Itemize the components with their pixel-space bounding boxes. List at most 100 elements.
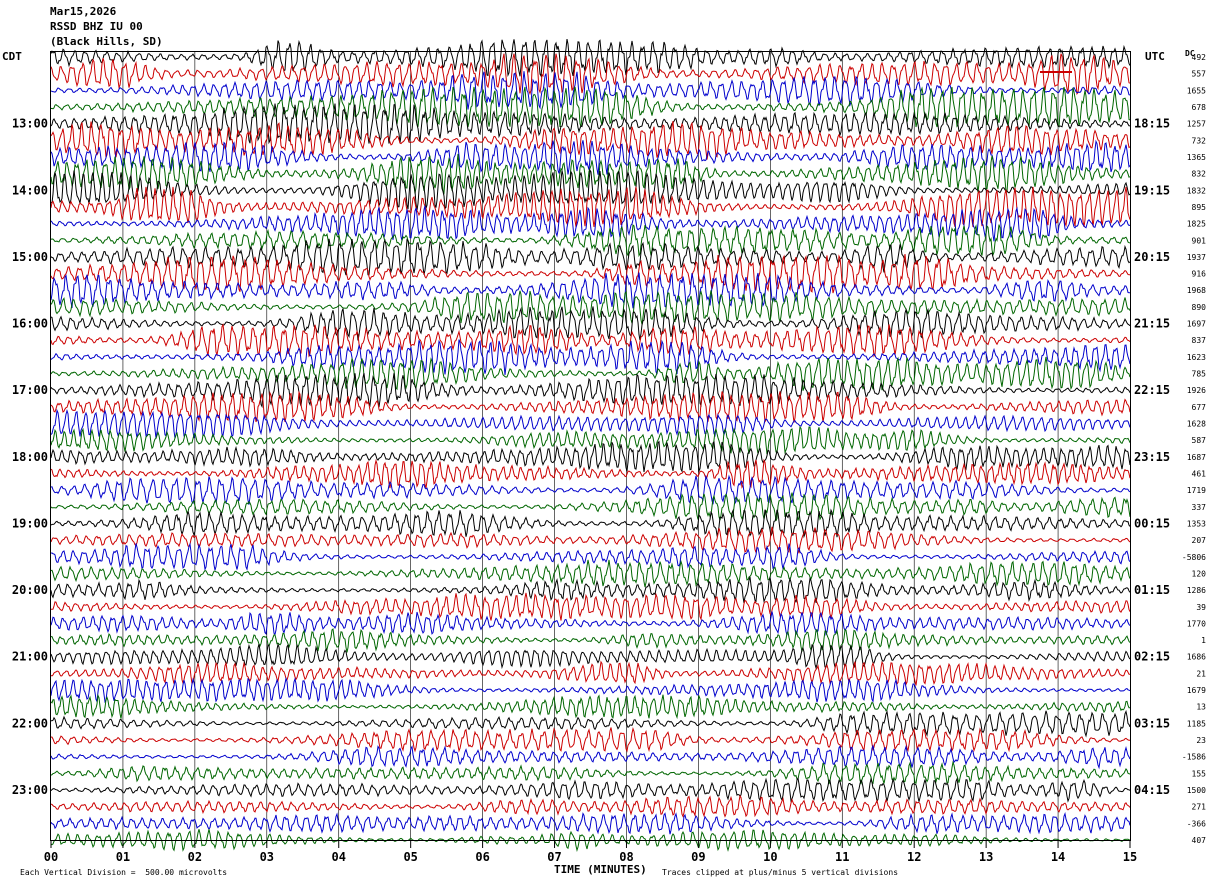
seismic-trace <box>50 153 1131 195</box>
left-time-label: 23:00 <box>12 783 48 797</box>
seismic-trace <box>50 559 1131 588</box>
left-timezone-label: CDT <box>2 50 22 63</box>
vertical-scale-note: Each Vertical Division = 500.00 microvol… <box>20 868 228 877</box>
seismic-trace <box>50 508 1131 539</box>
left-time-label: 16:00 <box>12 317 48 331</box>
dc-offset-value: 1968 <box>1187 286 1206 295</box>
left-time-label: 20:00 <box>12 583 48 597</box>
dc-offset-value: 337 <box>1192 503 1207 512</box>
dc-offset-value: 1628 <box>1187 420 1206 429</box>
dc-offset-value: 916 <box>1192 270 1207 279</box>
dc-offset-value: 1185 <box>1187 719 1206 728</box>
left-time-label: 17:00 <box>12 383 48 397</box>
dc-offset-value: 1257 <box>1187 120 1206 129</box>
dc-offset-value: 587 <box>1192 436 1207 445</box>
dc-offset-value: 1 <box>1201 636 1206 645</box>
left-time-label: 18:00 <box>12 450 48 464</box>
x-tick-label: 05 <box>403 850 417 864</box>
right-time-label: 23:15 <box>1134 450 1170 464</box>
dc-offset-value: -1586 <box>1182 753 1206 762</box>
seismic-trace <box>50 660 1130 686</box>
x-tick-label: 01 <box>116 850 130 864</box>
x-tick-label: 06 <box>475 850 489 864</box>
right-time-label: 18:15 <box>1134 117 1170 131</box>
seismic-trace <box>50 339 1131 376</box>
seismic-trace <box>50 373 1131 409</box>
right-time-label: 02:15 <box>1134 650 1170 664</box>
seismic-trace <box>50 693 1130 720</box>
dc-offset-value: 1926 <box>1187 386 1206 395</box>
seismic-trace <box>50 542 1131 572</box>
x-tick-label: 00 <box>44 850 58 864</box>
seismic-trace <box>50 306 1131 341</box>
seismic-trace <box>50 676 1131 704</box>
seismic-trace <box>51 592 1131 621</box>
scale-bar <box>1040 71 1072 73</box>
dc-offset-value: 1655 <box>1187 86 1206 95</box>
dc-offset-value: 732 <box>1192 136 1207 145</box>
dc-offset-value: 1770 <box>1187 619 1206 628</box>
seismic-trace <box>50 727 1130 753</box>
dc-offset-value: 1687 <box>1187 453 1206 462</box>
dc-offset-value: 901 <box>1192 236 1207 245</box>
right-time-label: 00:15 <box>1134 516 1170 530</box>
right-time-label: 04:15 <box>1134 783 1170 797</box>
right-time-label: 03:15 <box>1134 716 1170 730</box>
x-tick-label: 10 <box>763 850 777 864</box>
left-time-label: 21:00 <box>12 650 48 664</box>
x-tick-label: 14 <box>1051 850 1065 864</box>
seismic-trace <box>50 744 1131 770</box>
right-time-label: 20:15 <box>1134 250 1170 264</box>
x-tick-label: 13 <box>979 850 993 864</box>
dc-offset-value: 678 <box>1192 103 1207 112</box>
seismic-trace <box>50 71 1131 110</box>
seismic-trace <box>50 224 1131 258</box>
dc-offset-value: -366 <box>1187 819 1206 828</box>
seismic-trace <box>50 642 1131 670</box>
seismic-trace <box>50 440 1131 473</box>
x-tick-label: 08 <box>619 850 633 864</box>
dc-offset-value: -5806 <box>1182 553 1206 562</box>
x-tick-label: 04 <box>332 850 346 864</box>
left-time-label: 22:00 <box>12 716 48 730</box>
dc-offset-value: 1286 <box>1187 586 1206 595</box>
x-tick-label: 12 <box>907 850 921 864</box>
seismic-trace <box>50 290 1131 325</box>
dc-offset-value: 890 <box>1192 303 1207 312</box>
dc-offset-value: 1825 <box>1187 220 1206 229</box>
seismic-trace <box>50 323 1131 358</box>
dc-offset-value: 895 <box>1192 203 1207 212</box>
dc-offset-value: 1686 <box>1187 653 1206 662</box>
dc-offset-header: DC <box>1185 49 1195 58</box>
seismic-trace <box>50 794 1131 818</box>
dc-offset-value: 557 <box>1192 70 1207 79</box>
seismic-trace <box>50 39 1131 78</box>
dc-offset-value: 677 <box>1192 403 1207 412</box>
seismic-trace <box>50 86 1131 128</box>
dc-offset-value: 785 <box>1192 370 1207 379</box>
right-time-label: 01:15 <box>1134 583 1170 597</box>
x-axis-title: TIME (MINUTES) <box>554 863 647 876</box>
seismic-trace <box>50 776 1131 804</box>
dc-offset-value: 1679 <box>1187 686 1206 695</box>
x-tick-label: 09 <box>691 850 705 864</box>
seismic-trace <box>50 103 1131 145</box>
clip-note: Traces clipped at plus/minus 5 vertical … <box>662 868 899 877</box>
seismic-trace <box>50 272 1131 309</box>
seismic-trace <box>51 628 1131 653</box>
x-tick-label: 02 <box>188 850 202 864</box>
seismic-trace <box>50 390 1131 424</box>
left-time-label: 13:00 <box>12 117 48 131</box>
dc-offset-value: 21 <box>1196 669 1206 678</box>
seismic-trace <box>50 186 1131 228</box>
header-station: RSSD BHZ IU 00 <box>50 20 143 33</box>
dc-offset-value: 13 <box>1196 703 1206 712</box>
seismic-trace <box>50 526 1131 554</box>
seismic-trace <box>50 492 1131 521</box>
seismic-trace <box>50 709 1131 738</box>
seismic-trace <box>50 356 1131 391</box>
header-location: (Black Hills, SD) <box>50 35 163 48</box>
dc-offset-value: 1697 <box>1187 320 1206 329</box>
x-tick-label: 07 <box>547 850 561 864</box>
